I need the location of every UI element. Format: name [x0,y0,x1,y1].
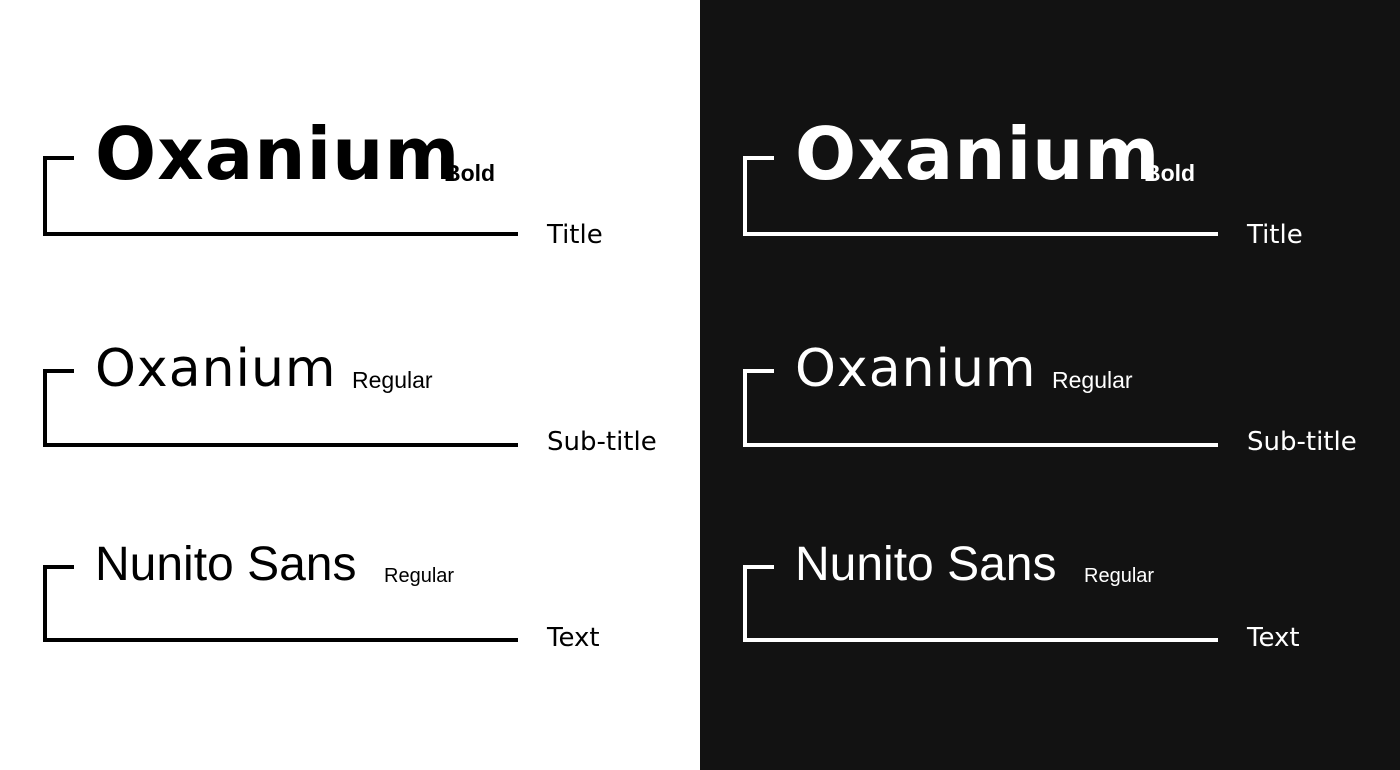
bracket-tick [743,156,774,160]
font-weight-label: Regular [352,367,433,393]
dark-panel: Oxanium Bold Title Oxanium Regular Sub-t… [700,0,1400,770]
bracket-tick [743,565,774,569]
bracket-tick [43,369,74,373]
bracket-line [743,369,1218,447]
bracket-line [43,369,518,447]
role-label: Sub-title [1247,427,1357,457]
font-name: Oxanium [795,112,1161,196]
bracket-line [43,156,518,236]
role-label: Sub-title [547,427,657,457]
light-panel: Oxanium Bold Title Oxanium Regular Sub-t… [43,112,657,653]
font-weight-label: Regular [1084,565,1155,587]
bracket-tick [43,565,74,569]
font-name: Oxanium [95,339,337,399]
font-name: Nunito Sans [795,538,1057,591]
bracket-tick [743,369,774,373]
font-weight-label: Bold [444,160,496,186]
font-name: Nunito Sans [95,538,357,591]
bracket-line [743,565,1218,642]
bracket-line [43,565,518,642]
bracket-tick [43,156,74,160]
font-name: Oxanium [95,112,461,196]
role-label: Text [547,623,600,653]
font-weight-label: Regular [384,565,455,587]
role-label: Title [547,220,603,250]
font-name: Oxanium [795,339,1037,399]
role-label: Title [1247,220,1303,250]
role-label: Text [1247,623,1300,653]
font-weight-label: Bold [1144,160,1196,186]
bracket-line [743,156,1218,236]
font-weight-label: Regular [1052,367,1133,393]
